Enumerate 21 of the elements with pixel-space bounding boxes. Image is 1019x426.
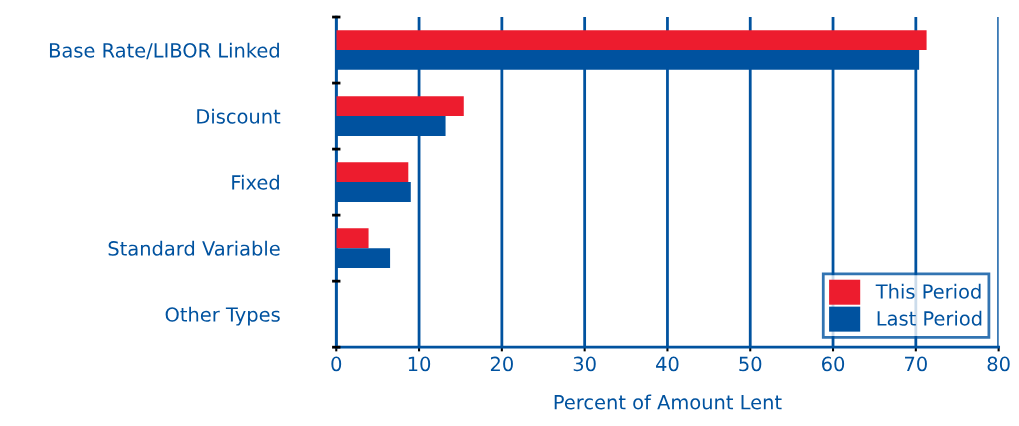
x-tick-label: 60 (822, 356, 845, 372)
x-tick-label: 50 (739, 356, 762, 372)
legend-label: Last Period (877, 310, 982, 326)
x-tick-label: 0 (331, 356, 342, 372)
bar (336, 228, 369, 249)
x-tick-label: 40 (656, 356, 679, 372)
x-tick-label: 30 (573, 356, 596, 372)
y-tick-label: Base Rate/LIBOR Linked (49, 42, 279, 60)
bar (336, 30, 927, 51)
bar (336, 96, 464, 117)
y-tick-label: Other Types (165, 306, 280, 326)
x-axis-title: Percent of Amount Lent (554, 394, 782, 410)
y-tick-label: Standard Variable (108, 240, 280, 256)
legend-label: This Period (875, 283, 981, 299)
bar (336, 162, 409, 183)
x-tick-label: 20 (490, 356, 513, 372)
x-tick-label: 70 (905, 356, 927, 372)
x-tick-label: 80 (987, 356, 1010, 372)
y-tick-label: Fixed (232, 174, 279, 190)
y-tick-label: Discount (197, 108, 281, 124)
x-tick-label: 10 (408, 356, 431, 372)
